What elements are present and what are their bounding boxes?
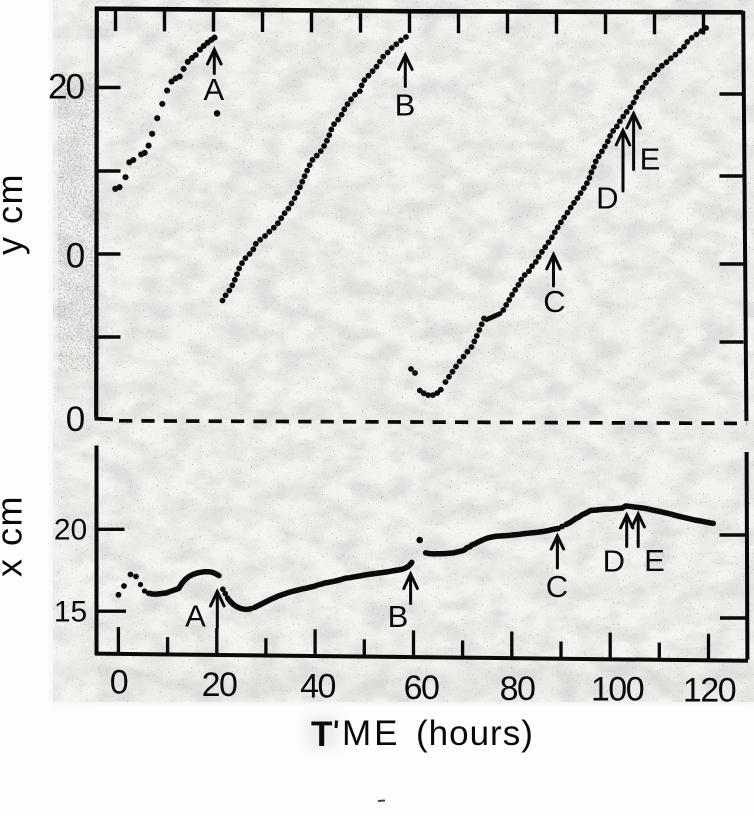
svg-text:0: 0 — [66, 237, 85, 276]
svg-text:C: C — [546, 569, 568, 604]
svg-text:B: B — [388, 599, 409, 634]
svg-text:E: E — [640, 142, 661, 177]
svg-text:15: 15 — [54, 596, 87, 629]
svg-text:40: 40 — [300, 668, 335, 706]
svg-text:20: 20 — [54, 514, 87, 547]
svg-text:0: 0 — [66, 400, 85, 439]
svg-text:A: A — [203, 72, 224, 107]
svg-text:D: D — [603, 543, 625, 578]
svg-text:(hours): (hours) — [416, 714, 534, 753]
svg-text:ME: ME — [342, 714, 401, 753]
svg-text:x cm: x cm — [0, 495, 30, 577]
svg-text:y cm: y cm — [0, 173, 30, 255]
svg-text:100: 100 — [591, 671, 644, 709]
svg-text:T: T — [311, 715, 332, 754]
svg-text:C: C — [543, 284, 565, 319]
svg-text:0: 0 — [110, 664, 128, 702]
svg-text:120: 120 — [683, 672, 736, 710]
svg-text:B: B — [395, 87, 416, 122]
svg-text:A: A — [185, 598, 206, 633]
svg-text:20: 20 — [48, 68, 84, 107]
svg-text:20: 20 — [202, 666, 237, 704]
svg-text:80: 80 — [500, 670, 535, 708]
svg-text:E: E — [644, 543, 665, 578]
svg-text:D: D — [596, 180, 618, 215]
svg-text:60: 60 — [404, 669, 439, 707]
